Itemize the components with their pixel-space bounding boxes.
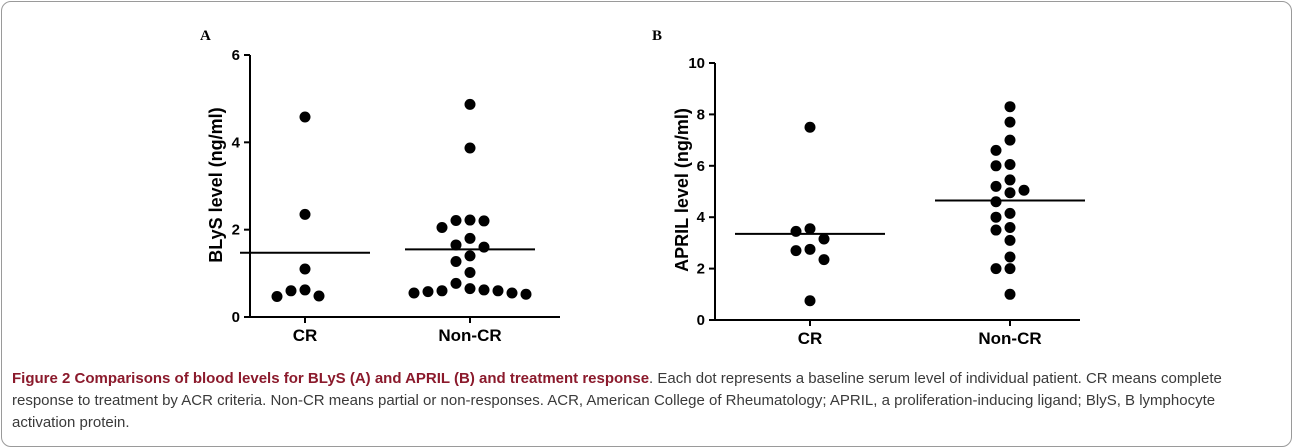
panel-b-data-point [1004,221,1016,233]
panel-a-data-point [299,263,311,275]
panel-b-y-tick-label: 8 [697,106,705,123]
panel-a-y-tick-label: 2 [232,222,240,239]
panel-b-data-point [804,223,816,235]
panel-a-category-label: Non-CR [438,326,501,345]
panel-a-category-label: CR [293,326,318,345]
panel-a-data-point [450,214,462,226]
panel-b-data-point [818,254,830,266]
panel-a-data-point [492,285,504,297]
panel-a-data-point [464,250,476,262]
panel-letter-b: B [652,28,662,44]
panel-a-data-point [436,285,448,297]
panel-a-data-point [313,290,325,302]
panel-b-data-point [790,225,802,237]
panel-a-data-point [478,215,490,227]
panel-b-data-point [1004,134,1016,146]
panel-a-data-point [450,239,462,251]
panel-b-data-point [990,196,1002,208]
panel-a-data-point [464,232,476,244]
panel-b-data-point [804,295,816,307]
panel-b-data-point [1004,288,1016,300]
panel-b-data-point [804,121,816,133]
panel-a-data-point [464,266,476,278]
panel-a-data-point [299,284,311,296]
panel-b-data-point [1004,234,1016,246]
panel-b-data-point [1004,174,1016,186]
panel-b-data-point [790,245,802,257]
panel-b-y-tick-label: 10 [688,55,705,72]
panel-b-data-point [990,144,1002,156]
panel-b-data-point [990,211,1002,223]
panel-b-data-point [804,243,816,255]
panel-b-data-point [818,233,830,245]
panel-a-data-point [450,277,462,289]
panel-b-data-point [1004,159,1016,171]
panel-b-data-point [1004,187,1016,199]
panel-b-data-point [990,224,1002,236]
panel-a-y-tick-label: 4 [232,134,241,151]
panel-b-data-point [1004,251,1016,263]
panel-b-data-point [1004,116,1016,128]
panel-b-data-point [1018,184,1030,196]
panel-a-data-point [299,111,311,123]
panel-a-data-point [506,287,518,299]
panel-a-data-point [520,288,532,300]
panel-a-data-point [464,98,476,110]
panel-b-data-point [990,180,1002,192]
panel-b-data-point [1004,263,1016,275]
panel-a-data-point [299,208,311,220]
panel-a-y-tick-label: 6 [232,47,240,64]
panel-a-data-point [464,283,476,295]
panel-a: A BLyS level (ng/ml) 0 2 4 6 CR Non-CR [200,28,560,345]
panel-b-y-tick-label: 6 [697,158,705,175]
figure-caption: Figure 2 Comparisons of blood levels for… [12,368,1280,434]
panel-a-data-point [478,284,490,296]
panel-a-data-point [450,256,462,268]
panel-a-data-point [285,285,297,297]
panel-a-y-tick-label: 0 [232,309,240,326]
panel-b-y-tick-label: 2 [697,261,705,278]
panel-a-data-point [436,221,448,233]
panel-a-data-point [408,287,420,299]
panel-b-category-label: CR [798,329,823,348]
panel-b-category-label: Non-CR [978,329,1041,348]
panel-a-data-point [464,214,476,226]
panel-a-data-point [478,241,490,253]
panel-b-y-tick-label: 4 [697,209,706,226]
panel-a-data-point [271,290,283,302]
panel-b-data-point [990,160,1002,172]
panel-b-data-point [1004,101,1016,113]
panel-b-y-axis-label: APRIL level (ng/ml) [672,108,692,272]
caption-title: Figure 2 Comparisons of blood levels for… [12,370,650,387]
caption-text: . Each dot represents a baseline serum l… [12,370,1222,431]
panel-b-data-point [1004,207,1016,219]
panel-b: B APRIL level (ng/ml) 0 2 4 6 8 10 CR Non-CR [652,28,1085,348]
panel-b-y-tick-label: 0 [697,312,705,329]
figure-charts: A BLyS level (ng/ml) 0 2 4 6 CR Non-CR B APRI… [200,28,1085,348]
panel-a-data-point [422,286,434,298]
panel-a-data-point [464,142,476,154]
panel-a-y-axis-label: BLyS level (ng/ml) [206,107,226,262]
panel-b-data-point [990,263,1002,275]
panel-letter-a: A [200,28,211,44]
